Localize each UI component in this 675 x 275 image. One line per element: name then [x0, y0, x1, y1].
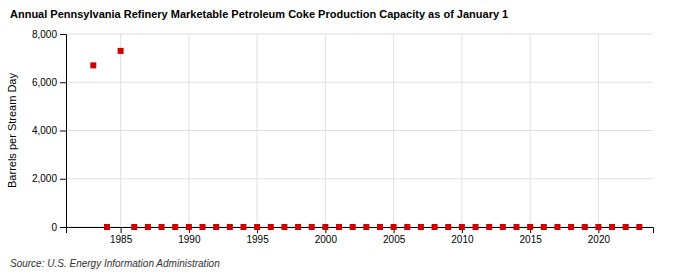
x-tick-mark	[121, 227, 122, 233]
point	[445, 224, 451, 230]
y-tick-label: 6,000	[32, 77, 57, 88]
plot: 1985 1990 1995 2000 2005 2010 2015 2020 0 2,000 4,…	[32, 29, 654, 245]
point	[104, 224, 110, 230]
point	[513, 224, 519, 230]
x-tick-label: 1990	[178, 234, 201, 245]
x-axis-line	[67, 228, 654, 234]
y-tick: 8,000	[32, 29, 66, 40]
point	[527, 224, 533, 230]
point	[554, 224, 560, 230]
point	[131, 224, 137, 230]
point	[582, 224, 588, 230]
point	[623, 224, 629, 230]
chart: 1985 1990 1995 2000 2005 2010 2015 2020 0 2,000 4,…	[0, 0, 675, 275]
point	[391, 224, 397, 230]
y-tick: 6,000	[32, 77, 66, 88]
y-axis-line	[60, 35, 67, 228]
x-tick-label: 2000	[315, 234, 338, 245]
y-tick-mark	[60, 227, 66, 228]
title: Annual Pennsylvania Refinery Marketable …	[10, 8, 508, 20]
point	[309, 224, 315, 230]
y-tick-label: 0	[51, 222, 57, 233]
x-tick-label: 2005	[383, 234, 406, 245]
point	[254, 224, 260, 230]
point	[418, 224, 424, 230]
y-tick-mark	[60, 34, 66, 35]
y-tick-mark	[60, 179, 66, 180]
point	[213, 224, 219, 230]
x-tick-label: 2020	[588, 234, 611, 245]
point	[322, 224, 328, 230]
point	[186, 224, 192, 230]
point	[145, 224, 151, 230]
y-axis-label: Barrels per Stream Day	[6, 73, 18, 188]
point	[172, 224, 178, 230]
point	[459, 224, 465, 230]
point	[336, 224, 342, 230]
point	[473, 224, 479, 230]
point	[90, 62, 96, 68]
y-tick-label: 8,000	[32, 29, 57, 40]
x-axis: 1985 1990 1995 2000 2005 2010 2015 2020	[67, 227, 654, 245]
point	[268, 224, 274, 230]
x-tick-label: 2015	[520, 234, 543, 245]
point	[363, 224, 369, 230]
y-axis: 0 2,000 4,000 6,000 8,000	[32, 29, 67, 233]
x-tick-label: 1985	[110, 234, 133, 245]
grid-line-y	[66, 130, 653, 131]
grid-line-y	[66, 178, 653, 179]
point	[432, 224, 438, 230]
point	[500, 224, 506, 230]
y-tick-mark	[60, 82, 66, 83]
point	[350, 224, 356, 230]
point	[295, 224, 301, 230]
y-tick: 0	[51, 222, 66, 233]
point	[159, 224, 165, 230]
x-tick-label: 1995	[246, 234, 269, 245]
y-tick: 4,000	[32, 125, 66, 136]
y-tick-mark	[60, 131, 66, 132]
y-tick-label: 4,000	[32, 125, 57, 136]
point	[486, 224, 492, 230]
point	[118, 48, 124, 54]
point	[541, 224, 547, 230]
y-tick-label: 2,000	[32, 173, 57, 184]
point	[227, 224, 233, 230]
x-tick: 1985	[110, 227, 133, 245]
grid-line-y	[66, 34, 653, 35]
point	[281, 224, 287, 230]
point	[568, 224, 574, 230]
y-tick: 2,000	[32, 173, 66, 184]
grid-line-y	[66, 82, 653, 83]
point	[636, 224, 642, 230]
point	[595, 224, 601, 230]
grid	[66, 34, 653, 227]
point	[240, 224, 246, 230]
point	[609, 224, 615, 230]
point	[200, 224, 206, 230]
source-note: Source: U.S. Energy Information Administ…	[10, 258, 220, 269]
point	[377, 224, 383, 230]
point	[404, 224, 410, 230]
marks	[90, 48, 642, 230]
x-tick-label: 2010	[451, 234, 474, 245]
